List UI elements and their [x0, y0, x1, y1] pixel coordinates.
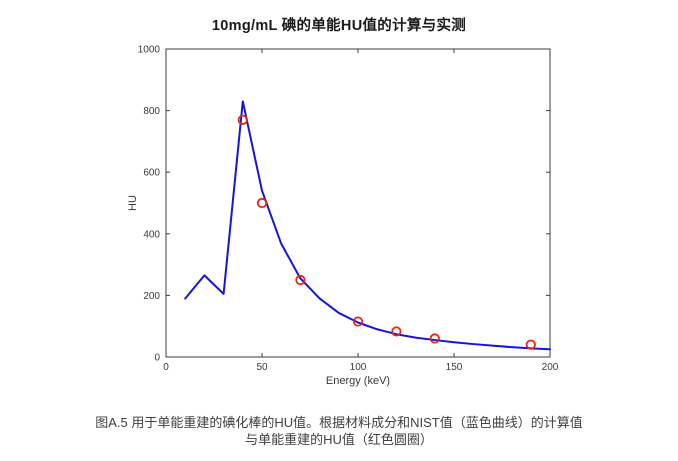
- y-tick-label: 0: [154, 353, 160, 364]
- y-tick-label: 400: [143, 229, 160, 240]
- figure-caption-line1: 图A.5 用于单能重建的碘化棒的HU值。根据材料成分和NIST值（蓝色曲线）的计…: [95, 415, 583, 430]
- figure-caption-line2: 与单能重建的HU值（红色圆圈）: [245, 432, 433, 447]
- x-tick-label: 100: [350, 362, 367, 373]
- x-tick-label: 50: [256, 362, 268, 373]
- y-tick-label: 600: [143, 168, 160, 179]
- measured-point: [295, 274, 306, 286]
- nist-curve: [184, 100, 551, 351]
- plot-box: [165, 48, 551, 358]
- measured-point: [525, 339, 536, 350]
- x-tick-label: 150: [446, 362, 463, 373]
- x-axis-label: Energy (keV): [326, 375, 390, 387]
- measured-point: [256, 197, 268, 209]
- y-tick-label: 800: [143, 106, 160, 117]
- x-tick-label: 0: [163, 362, 169, 373]
- measured-point: [429, 333, 440, 344]
- chart-title: 10mg/mL 碘的单能HU值的计算与实测: [211, 18, 467, 34]
- x-tick-label: 200: [542, 362, 559, 373]
- y-axis-label: HU: [127, 195, 139, 211]
- y-tick-label: 1000: [138, 45, 161, 56]
- measured-point: [352, 316, 364, 327]
- y-tick-label: 200: [143, 291, 160, 302]
- measured-point: [391, 326, 402, 337]
- measured-point: [237, 114, 248, 125]
- figure-caption: 图A.5 用于单能重建的碘化棒的HU值。根据材料成分和NIST值（蓝色曲线）的计…: [0, 414, 678, 448]
